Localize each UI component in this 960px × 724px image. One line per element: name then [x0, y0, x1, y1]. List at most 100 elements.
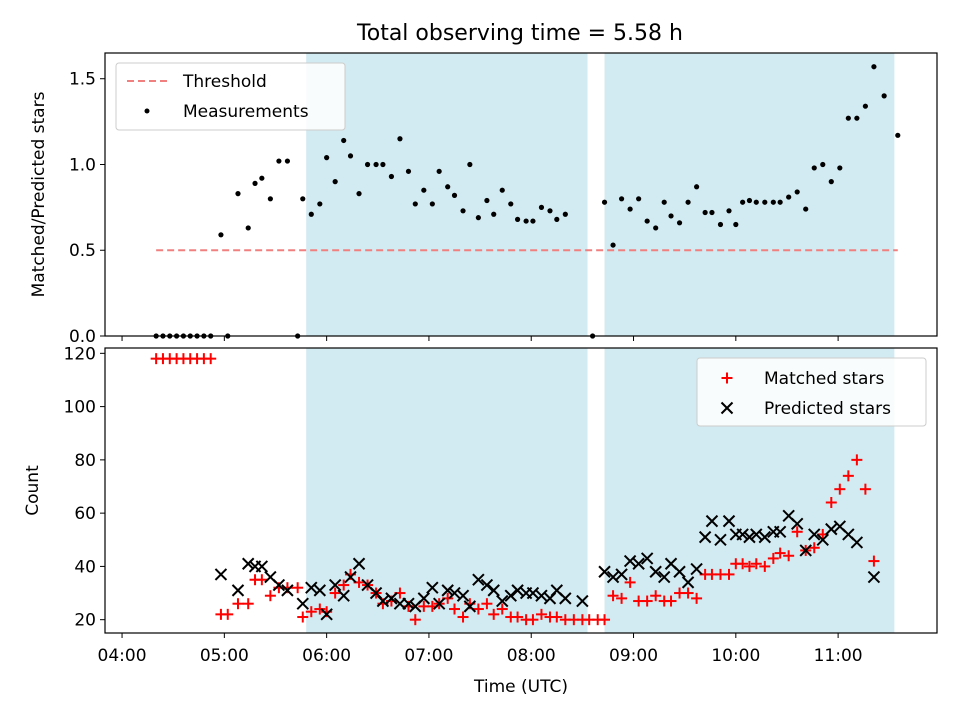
measurement-point [245, 225, 251, 231]
predicted-star-point [426, 581, 439, 594]
matched-star-point [834, 483, 846, 495]
marker-stroke [658, 570, 671, 584]
measurement-point [618, 196, 625, 202]
marker-stroke [320, 608, 333, 621]
matched-star-point [512, 611, 524, 623]
measurement-point [460, 208, 466, 214]
top-legend: Threshold Measurements [115, 62, 346, 131]
measurement-point [397, 136, 403, 142]
marker-stroke [649, 565, 662, 578]
measurement-point [235, 191, 241, 197]
matched-star-point [472, 603, 484, 615]
matched-star-point [791, 526, 803, 538]
observing-interval [306, 348, 588, 633]
measurement-point [895, 132, 901, 138]
measurement-point [467, 161, 473, 168]
marker-stroke [472, 573, 485, 586]
predicted-star-point [825, 522, 838, 536]
legend-matched-swatch [721, 372, 733, 384]
predicted-star-point [722, 514, 736, 528]
marker-stroke [281, 584, 294, 597]
marker-stroke [344, 570, 357, 584]
predicted-stars-points [214, 509, 881, 621]
x-tick-label: 04:00 [98, 646, 147, 666]
predicted-star-point [305, 581, 318, 594]
measurement-point [636, 196, 642, 202]
marker-stroke [352, 557, 366, 570]
measurement-point [491, 211, 497, 217]
measurement-point [429, 201, 435, 207]
measurement-point [702, 209, 708, 216]
marker-stroke [842, 528, 855, 541]
measurement-point [786, 194, 792, 200]
measurement-point [845, 115, 851, 121]
marker-stroke [681, 576, 695, 589]
predicted-star-point [559, 592, 572, 605]
x-tick-label: 07:00 [404, 646, 453, 666]
predicted-star-point [658, 570, 671, 584]
top-x-ticks [121, 336, 839, 341]
y-tick-label: 20 [74, 611, 96, 631]
marker-stroke [576, 594, 589, 608]
predicted-star-point [242, 557, 255, 570]
marker-stroke [231, 584, 245, 597]
matched-star-point [723, 568, 735, 580]
marker-stroke [242, 557, 255, 570]
predicted-star-point [867, 570, 881, 584]
measurement-point [653, 225, 659, 231]
measurement-point [259, 175, 265, 181]
predicted-star-point [281, 584, 294, 597]
matched-star-point [256, 574, 268, 586]
measurement-point [412, 201, 418, 207]
measurement-point [762, 199, 768, 205]
measurement-point [436, 168, 442, 174]
predicted-star-point [487, 584, 500, 597]
measurement-point [803, 206, 809, 212]
marker-stroke [337, 589, 350, 602]
predicted-star-point [385, 592, 398, 605]
matched-star-point [691, 592, 703, 604]
marker-stroke [448, 586, 461, 600]
measurement-point [514, 216, 521, 222]
matched-star-point [808, 542, 820, 554]
bottom-legend: Matched stars Predicted stars [696, 357, 927, 427]
predicted-star-point [606, 570, 620, 584]
measurement-point [854, 115, 860, 121]
marker-stroke [426, 581, 439, 594]
marker-stroke [487, 584, 500, 597]
y-tick-label: 60 [74, 504, 96, 524]
marker-stroke [296, 597, 309, 610]
matched-star-point [650, 590, 662, 602]
matched-star-point [682, 587, 694, 599]
marker-stroke [463, 600, 477, 613]
marker-stroke [664, 557, 678, 570]
matched-star-point [292, 582, 304, 594]
marker-stroke [673, 565, 686, 578]
marker-stroke [598, 565, 611, 578]
predicted-star-point [402, 597, 415, 610]
bottom-y-ticks: 20 40 60 80 100 120 [64, 344, 105, 631]
measurement-point [373, 161, 379, 168]
measurement-point [252, 180, 258, 186]
measurement-point [484, 197, 490, 204]
matched-star-point [641, 595, 653, 607]
marker-stroke [385, 592, 398, 605]
legend-predicted-swatch [720, 401, 734, 415]
marker-stroke [313, 584, 327, 597]
predicted-star-point [736, 528, 749, 541]
measurement-point [523, 218, 529, 224]
top-legend-box [115, 62, 346, 131]
measurement-point [601, 199, 608, 205]
marker-stroke [758, 530, 772, 544]
predicted-star-point [681, 576, 695, 589]
chart-title: Total observing time = 5.58 h [356, 21, 683, 46]
marker-stroke [480, 578, 494, 592]
predicted-star-point [504, 589, 517, 602]
matched-star-point [783, 550, 795, 562]
observing-interval [604, 53, 895, 336]
matched-star-point [624, 576, 636, 588]
predicted-star-point [649, 565, 662, 578]
measurement-point [733, 221, 739, 228]
top-observing-intervals [306, 53, 895, 336]
